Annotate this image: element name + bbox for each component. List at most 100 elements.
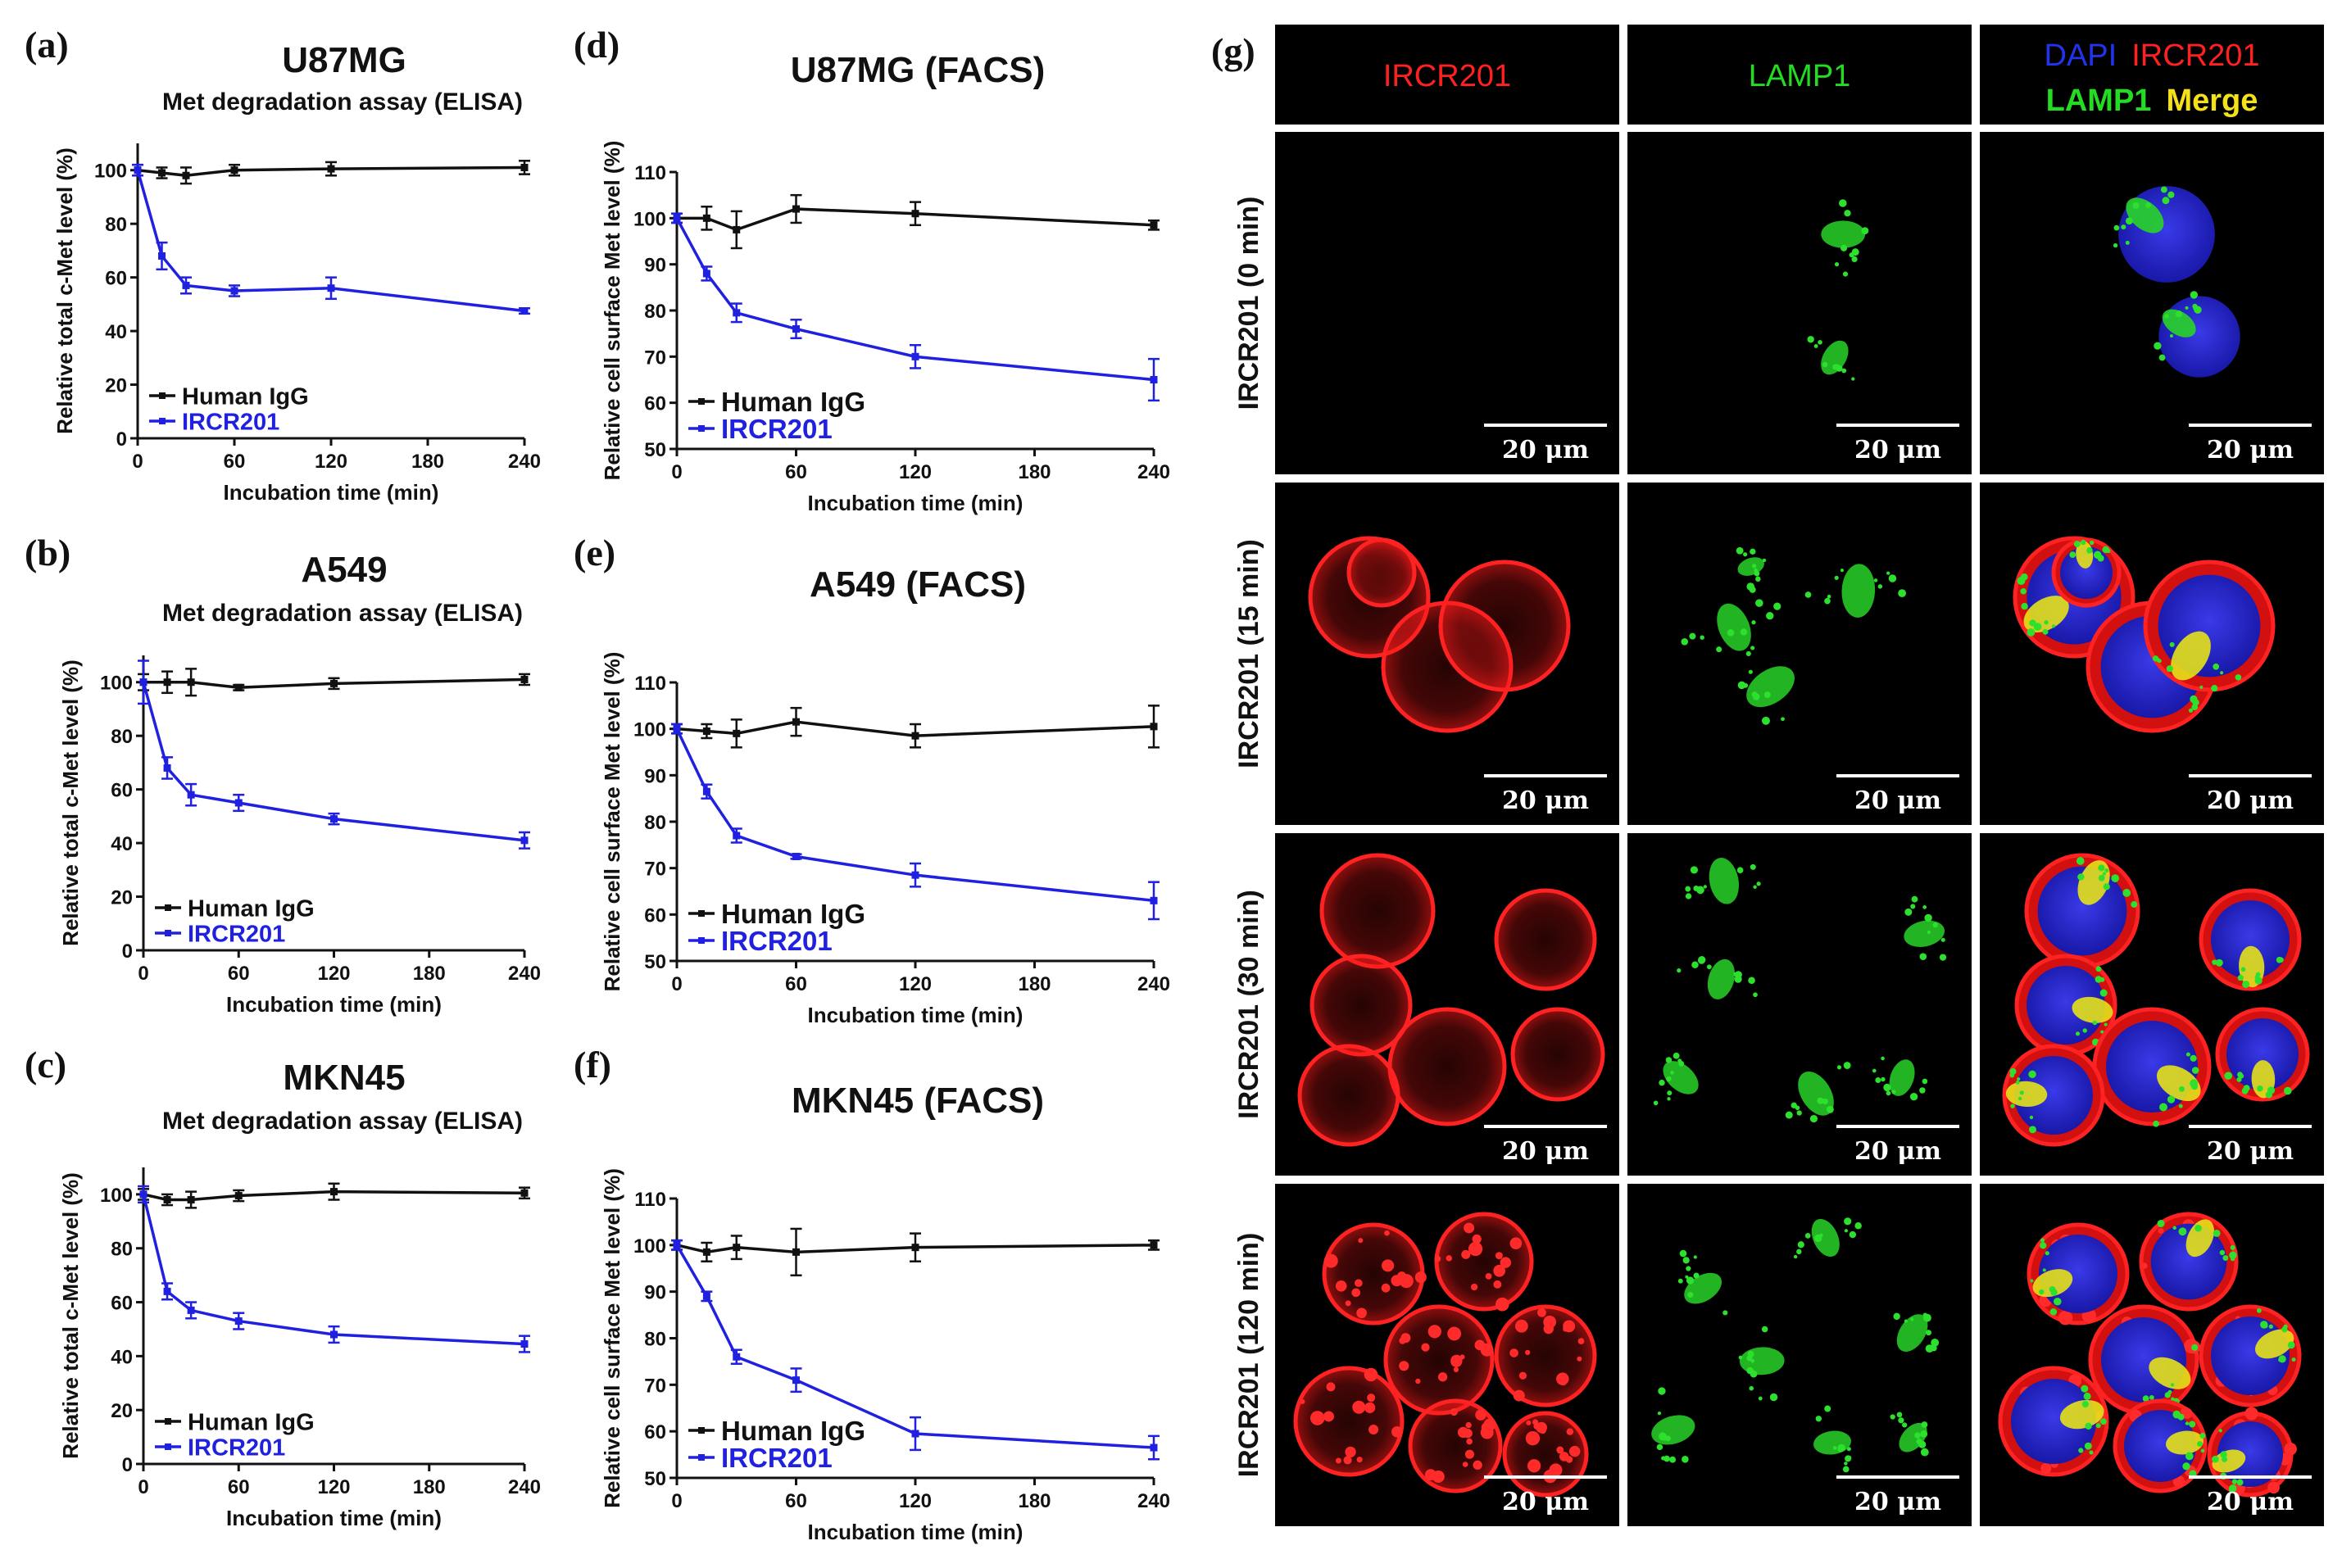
row-label: IRCR201 (0 min) [1233,197,1264,410]
lamp1-signal [2162,309,2196,338]
lamp1-signal [2072,996,2113,1023]
y-tick-label: 110 [634,162,666,184]
chart-title: A549 (FACS) [810,564,1026,605]
series-line [142,682,525,842]
ircr201-signal [1502,1411,1589,1498]
lamp1-puncta [1911,895,1918,903]
lamp1-puncta [1677,1278,1683,1284]
ircr201-puncta [1447,1326,1462,1341]
ircr201-puncta [1415,1378,1421,1384]
lamp1-puncta [2081,1400,2089,1408]
lamp1-puncta [2039,1289,2045,1295]
x-axis-label: Incubation time (min) [808,1003,1023,1027]
lamp1-puncta [2199,685,2204,689]
lamp1-signal [2077,860,2110,905]
lamp1-puncta [2190,695,2198,704]
lamp1-puncta [2283,1086,2292,1095]
series-human-igg [132,160,530,185]
data-point [792,1376,800,1384]
lamp1-signal [1663,1061,1699,1094]
lamp1-puncta [2113,242,2118,248]
lamp1-puncta [1909,1092,1918,1101]
lamp1-puncta [2278,1355,2286,1363]
lamp1-puncta [1727,629,1735,637]
lamp1-puncta [1809,338,1814,342]
series-human-igg [671,1227,1160,1277]
lamp1-puncta [2081,1384,2089,1393]
chart-title: U87MG [282,40,406,80]
ircr201-puncta [1559,1379,1567,1386]
ircr201-puncta [1525,1349,1531,1356]
lamp1-puncta [1839,199,1847,207]
ircr201-puncta [1483,1418,1496,1431]
y-tick-label: 100 [633,208,666,230]
lamp1-signal [1821,220,1866,248]
data-point [1150,896,1158,904]
data-point [187,1306,195,1314]
lamp1-puncta [1685,1275,1689,1279]
lamp1-puncta [2089,540,2095,546]
data-point [911,732,919,740]
data-point [1150,376,1158,383]
ircr201-puncta [2158,1227,2164,1235]
micrograph-r3-c1: 20 μm [1627,1184,1972,1526]
data-point [792,325,800,333]
lamp1-puncta [1827,594,1831,599]
lamp1-puncta [2099,989,2108,997]
lamp1-puncta [2287,1341,2295,1349]
lamp1-puncta [1693,1272,1700,1279]
cells [1651,1217,1940,1473]
lamp1-puncta [1814,1234,1822,1243]
ircr201-puncta [1382,1259,1395,1272]
lamp1-puncta [2030,1279,2034,1283]
data-point [673,1241,681,1249]
x-tick-label: 240 [508,1476,541,1498]
channel-label-part: Merge [2166,84,2258,118]
ircr201-puncta [1356,1307,1367,1319]
scale-bar-label: 20 μm [1854,786,1941,815]
lamp1-puncta [2175,310,2183,318]
y-tick-label: 20 [111,1400,133,1422]
chart-title: MKN45 [283,1058,405,1098]
lamp1-puncta [2228,1487,2235,1493]
y-axis-label: Relative cell surface Met level (%) [600,1168,624,1508]
ircr201-puncta [2058,1310,2073,1326]
lamp1-puncta [1667,1090,1673,1096]
lamp1-puncta [2073,541,2081,548]
lamp1-puncta [1693,885,1700,891]
micrograph-r2-c0: 20 μm [1275,833,1619,1176]
channel-label-part: IRCR201 [2131,39,2259,73]
lamp1-signal [1798,1072,1834,1116]
ircr201-puncta [1326,1382,1336,1392]
lamp1-signal [1889,1059,1915,1096]
ircr201-signal [1383,1304,1495,1416]
data-point [163,764,171,772]
legend-marker [165,1418,171,1425]
x-tick-label: 0 [132,451,143,473]
lamp1-puncta [1822,1098,1828,1105]
lamp1-puncta [2230,1257,2235,1262]
ircr201-puncta [1462,1462,1468,1467]
ircr201-puncta [1500,1257,1512,1268]
lamp1-signal [2254,1329,2294,1359]
lamp1-puncta [1769,1393,1778,1402]
lamp1-signal [1709,858,1740,904]
lamp1-puncta [1921,1421,1928,1428]
legend-label: Human IgG [182,383,309,410]
ircr201-puncta [1565,1456,1573,1463]
lamp1-puncta [1851,256,1858,263]
lamp1-puncta [1841,368,1847,374]
ircr201-puncta [1470,1283,1478,1291]
ircr201-puncta [1493,1264,1505,1277]
lamp1-puncta [2179,1085,2185,1092]
panel-letter: (c) [25,1044,66,1085]
lamp1-puncta [2281,1326,2288,1333]
data-point [163,678,171,687]
lamp1-puncta [2104,868,2109,873]
lamp1-puncta [1872,1068,1877,1073]
lamp1-puncta [2191,1083,2199,1090]
data-point [1150,221,1158,229]
lamp1-puncta [1854,1222,1862,1230]
